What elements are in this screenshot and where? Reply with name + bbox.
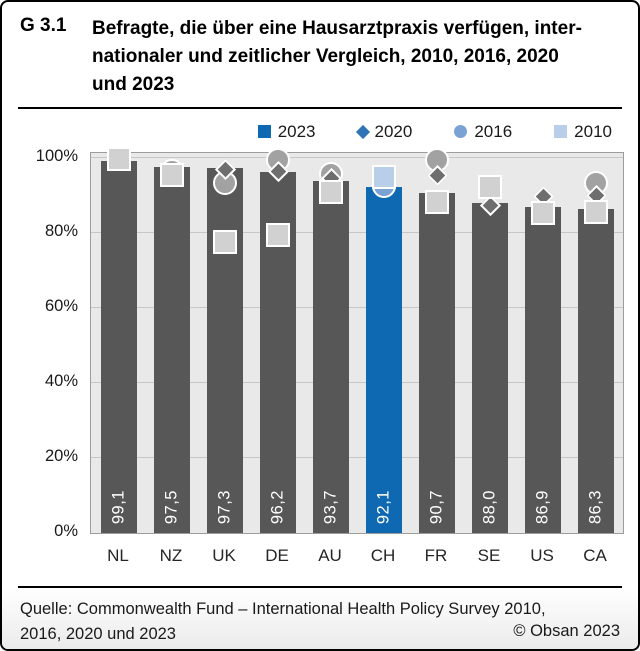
bottom-divider xyxy=(18,585,622,588)
x-axis-label-CA: CA xyxy=(583,545,607,565)
2010-square-marker-AU xyxy=(319,179,343,204)
copyright-text: © Obsan 2023 xyxy=(513,621,620,640)
legend-label: 2023 xyxy=(277,121,316,141)
bar-value-label-DE: 96,2 xyxy=(268,489,287,524)
bar-value-label-FR: 90,7 xyxy=(427,489,446,524)
x-axis-label-UK: UK xyxy=(212,545,236,565)
2010-square-marker-CA xyxy=(584,200,608,225)
legend-square-icon xyxy=(554,125,568,139)
source-text: Quelle: Commonwealth Fund – Internationa… xyxy=(20,599,546,644)
2010-square-marker-CH xyxy=(372,164,396,189)
bar-US: 86,9 xyxy=(525,206,561,533)
x-axis-label-US: US xyxy=(530,545,554,565)
y-axis-tick-0%: 0% xyxy=(54,521,78,540)
legend-diamond-icon xyxy=(355,124,370,139)
2010-square-marker-DE xyxy=(266,222,290,247)
bar-CH: 92,1 xyxy=(366,187,402,533)
plot-area: 99,1 97,5 97,3 96,2 93,7 92,1 90,7 88,0 86,9 86,3 xyxy=(90,146,624,534)
bar-UK: 97,3 xyxy=(207,167,243,533)
x-axis-label-DE: DE xyxy=(265,545,289,565)
2010-square-marker-SE xyxy=(478,174,502,199)
legend-label: 2010 xyxy=(574,121,612,141)
y-axis-tick-80%: 80% xyxy=(44,221,78,240)
2010-square-marker-NL xyxy=(107,146,131,171)
footer: Quelle: Commonwealth Fund – Internationa… xyxy=(2,587,638,649)
bar-value-label-US: 86,9 xyxy=(533,489,552,524)
chart-legend: 2023 2020 2016 2010 xyxy=(2,109,638,144)
bar-value-label-CA: 86,3 xyxy=(586,489,605,524)
x-axis-label-NZ: NZ xyxy=(159,545,183,565)
legend-item-2010: 2010 xyxy=(554,122,612,142)
chart-region: 99,1 97,5 97,3 96,2 93,7 92,1 90,7 88,0 86,9 86,3… xyxy=(2,146,638,578)
2010-square-marker-NZ xyxy=(160,162,184,187)
gridline-80% xyxy=(91,231,623,233)
y-axis-tick-100%: 100% xyxy=(35,146,78,165)
header: G 3.1 Befragte, die über eine Hausarztpr… xyxy=(2,2,638,99)
legend-square-icon xyxy=(257,125,271,139)
2010-square-marker-FR xyxy=(425,189,449,214)
legend-item-2020: 2020 xyxy=(355,121,413,142)
x-axis-label-FR: FR xyxy=(424,545,448,565)
2010-square-marker-US xyxy=(531,200,555,225)
bar-SE: 88,0 xyxy=(472,202,508,533)
bar-value-label-UK: 97,3 xyxy=(215,489,234,524)
x-axis-label-SE: SE xyxy=(477,545,501,565)
bar-NL: 99,1 xyxy=(101,161,137,533)
top-divider xyxy=(18,106,622,109)
bar-FR: 90,7 xyxy=(419,192,455,533)
gridline-40% xyxy=(91,381,623,383)
bar-value-label-NL: 99,1 xyxy=(109,489,128,524)
y-axis-tick-20%: 20% xyxy=(44,446,78,465)
bar-CA: 86,3 xyxy=(578,209,614,533)
y-axis-tick-40%: 40% xyxy=(44,371,78,390)
x-axis-label-CH: CH xyxy=(370,545,396,565)
bar-value-label-CH: 92,1 xyxy=(374,489,393,524)
bar-AU: 93,7 xyxy=(313,181,349,533)
legend-item-2016: 2016 xyxy=(454,122,512,142)
gridline-60% xyxy=(91,306,623,308)
y-axis-tick-60%: 60% xyxy=(44,296,78,315)
bar-NZ: 97,5 xyxy=(154,167,190,533)
gridline-100% xyxy=(91,156,623,158)
x-axis-label-AU: AU xyxy=(318,545,342,565)
legend-item-2023: 2023 xyxy=(257,121,316,142)
bar-value-label-AU: 93,7 xyxy=(321,489,340,524)
bar-value-label-SE: 88,0 xyxy=(480,489,499,524)
bar-value-label-NZ: 97,5 xyxy=(162,489,181,524)
figure-number: G 3.1 xyxy=(20,15,67,36)
gridline-20% xyxy=(91,456,623,458)
2010-square-marker-UK xyxy=(213,230,237,255)
figure-title: Befragte, die über eine Hausarztpraxis v… xyxy=(92,18,582,95)
legend-circle-icon xyxy=(454,125,468,139)
legend-label: 2020 xyxy=(374,121,413,141)
x-axis-label-NL: NL xyxy=(107,545,129,565)
legend-label: 2016 xyxy=(474,121,513,141)
